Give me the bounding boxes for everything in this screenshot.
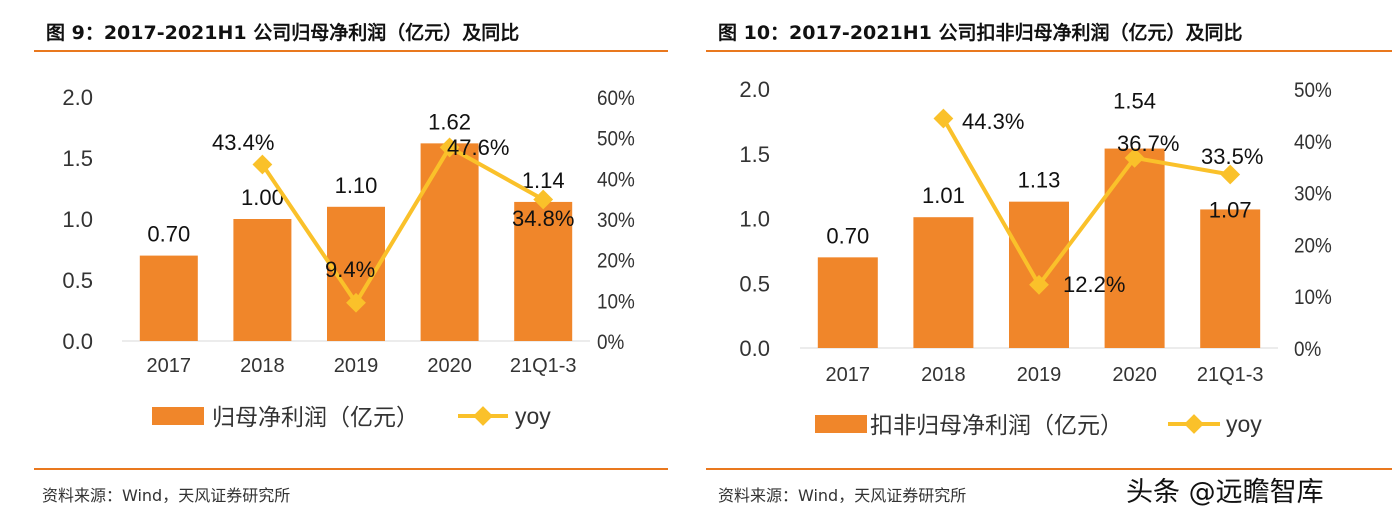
yoy-point-marker [439, 137, 460, 158]
right-axis-tick-label: 40% [1294, 131, 1332, 154]
legend-bar-label: 归母净利润（亿元） [212, 405, 419, 431]
figure-10-panel: 图 10：2017-2021H1 公司扣非归母净利润（亿元）及同比 0.0 0.5… [700, 0, 1399, 522]
legend-bar-swatch [152, 407, 204, 425]
bottom-divider [34, 468, 668, 470]
bar [817, 257, 878, 348]
bar [1009, 201, 1069, 348]
right-axis-tick-label: 20% [1294, 235, 1332, 258]
yoy-value-label: 47.6% [447, 135, 509, 160]
right-axis-tick-label: 10% [597, 290, 635, 313]
yoy-value-label: 44.3% [962, 109, 1024, 134]
bar-value-label: 1.62 [428, 109, 471, 134]
chart-net-profit: 0.0 0.5 1.0 1.5 2.0 0% 10% 20% 30% 40% 50% 60% 0.70 1… [62, 85, 635, 431]
right-axis-tick-label: 0% [597, 331, 625, 354]
source-note: 资料来源：Wind，天风证券研究所 [718, 486, 967, 505]
yoy-value-label: 43.4% [212, 130, 274, 155]
yoy-value-label: 9.4% [325, 257, 375, 282]
left-axis-tick-label: 2.0 [739, 77, 770, 102]
watermark: 头条 @远瞻智库 [1126, 477, 1324, 508]
right-axis-tick-label: 20% [597, 250, 635, 273]
x-axis-category-label: 2019 [334, 355, 379, 377]
yoy-point-marker [1029, 274, 1049, 295]
legend-line-label: yoy [515, 403, 551, 429]
bar [514, 201, 573, 341]
yoy-point-marker [252, 154, 273, 175]
legend-line-marker [473, 406, 493, 426]
legend-bar-swatch [815, 415, 867, 433]
bar-value-label: 1.10 [335, 173, 378, 198]
yoy-series-line [260, 145, 545, 305]
yoy-value-label: 33.5% [1201, 144, 1263, 169]
left-axis-tick-label: 1.5 [62, 146, 93, 171]
x-axis-category-label: 2017 [147, 355, 192, 377]
right-axis-tick-label: 60% [597, 87, 635, 110]
source-note: 资料来源：Wind，天风证券研究所 [42, 486, 291, 505]
bar-value-label: 0.70 [826, 223, 869, 248]
x-axis-category-label: 2017 [826, 364, 871, 386]
x-axis-category-label: 2019 [1017, 364, 1062, 386]
yoy-value-label: 12.2% [1063, 272, 1125, 297]
bar-value-label: 1.14 [522, 168, 565, 193]
left-axis-tick-label: 1.0 [739, 207, 770, 232]
bar-value-label: 1.54 [1113, 89, 1156, 114]
figure-title: 图 10：2017-2021H1 公司扣非归母净利润（亿元）及同比 [718, 22, 1243, 44]
bar [139, 255, 198, 341]
right-axis-tick-label: 40% [597, 168, 635, 191]
x-axis-category-label: 21Q1-3 [510, 355, 577, 377]
right-axis-tick-label: 30% [597, 209, 635, 232]
left-axis-tick-label: 0.5 [62, 268, 93, 293]
title-divider [706, 50, 1392, 52]
yoy-value-label: 36.7% [1117, 131, 1179, 156]
left-axis-tick-label: 0.0 [62, 329, 93, 354]
legend-bar-label: 扣非归母净利润（亿元） [870, 413, 1123, 439]
figure-9-panel: 图 9：2017-2021H1 公司归母净利润（亿元）及同比 0.0 0.5 1.0… [0, 0, 680, 522]
yoy-value-label: 34.8% [512, 206, 574, 231]
bar-value-label: 1.07 [1209, 197, 1252, 222]
bar [1104, 148, 1165, 348]
legend-line-marker [1184, 414, 1204, 434]
bar-value-label: 1.13 [1018, 168, 1061, 193]
legend-line-label: yoy [1226, 411, 1262, 437]
yoy-series-line [941, 117, 1231, 287]
yoy-point-marker [933, 108, 954, 129]
x-axis-category-label: 2018 [240, 355, 285, 377]
title-divider [34, 50, 668, 52]
left-axis-tick-label: 0.5 [739, 271, 770, 296]
bar [1200, 209, 1261, 348]
bar [233, 219, 292, 341]
right-axis-tick-label: 50% [1294, 79, 1332, 102]
x-axis-category-label: 2020 [1112, 364, 1157, 386]
bottom-divider [706, 468, 1392, 470]
yoy-point-marker [346, 292, 366, 313]
bar-value-label: 1.00 [241, 185, 284, 210]
x-axis-category-label: 2020 [427, 355, 472, 377]
bar-value-label: 1.01 [922, 183, 965, 208]
right-axis-tick-label: 10% [1294, 286, 1332, 309]
right-axis-tick-label: 30% [1294, 183, 1332, 206]
right-axis-tick-label: 50% [597, 128, 635, 151]
left-axis-tick-label: 1.5 [739, 142, 770, 167]
left-axis-tick-label: 1.0 [62, 207, 93, 232]
chart-deducted-net-profit: 0.0 0.5 1.0 1.5 2.0 0% 10% 20% 30% 40% 50% 0.70 1.01… [739, 77, 1332, 439]
bar [420, 143, 479, 341]
left-axis-tick-label: 2.0 [62, 85, 93, 110]
bar-value-label: 0.70 [147, 222, 190, 247]
right-axis-tick-label: 0% [1294, 338, 1322, 361]
left-axis-tick-label: 0.0 [739, 336, 770, 361]
bar [913, 217, 974, 348]
x-axis-category-label: 21Q1-3 [1197, 364, 1264, 386]
x-axis-category-label: 2018 [921, 364, 966, 386]
figure-title: 图 9：2017-2021H1 公司归母净利润（亿元）及同比 [46, 22, 520, 44]
